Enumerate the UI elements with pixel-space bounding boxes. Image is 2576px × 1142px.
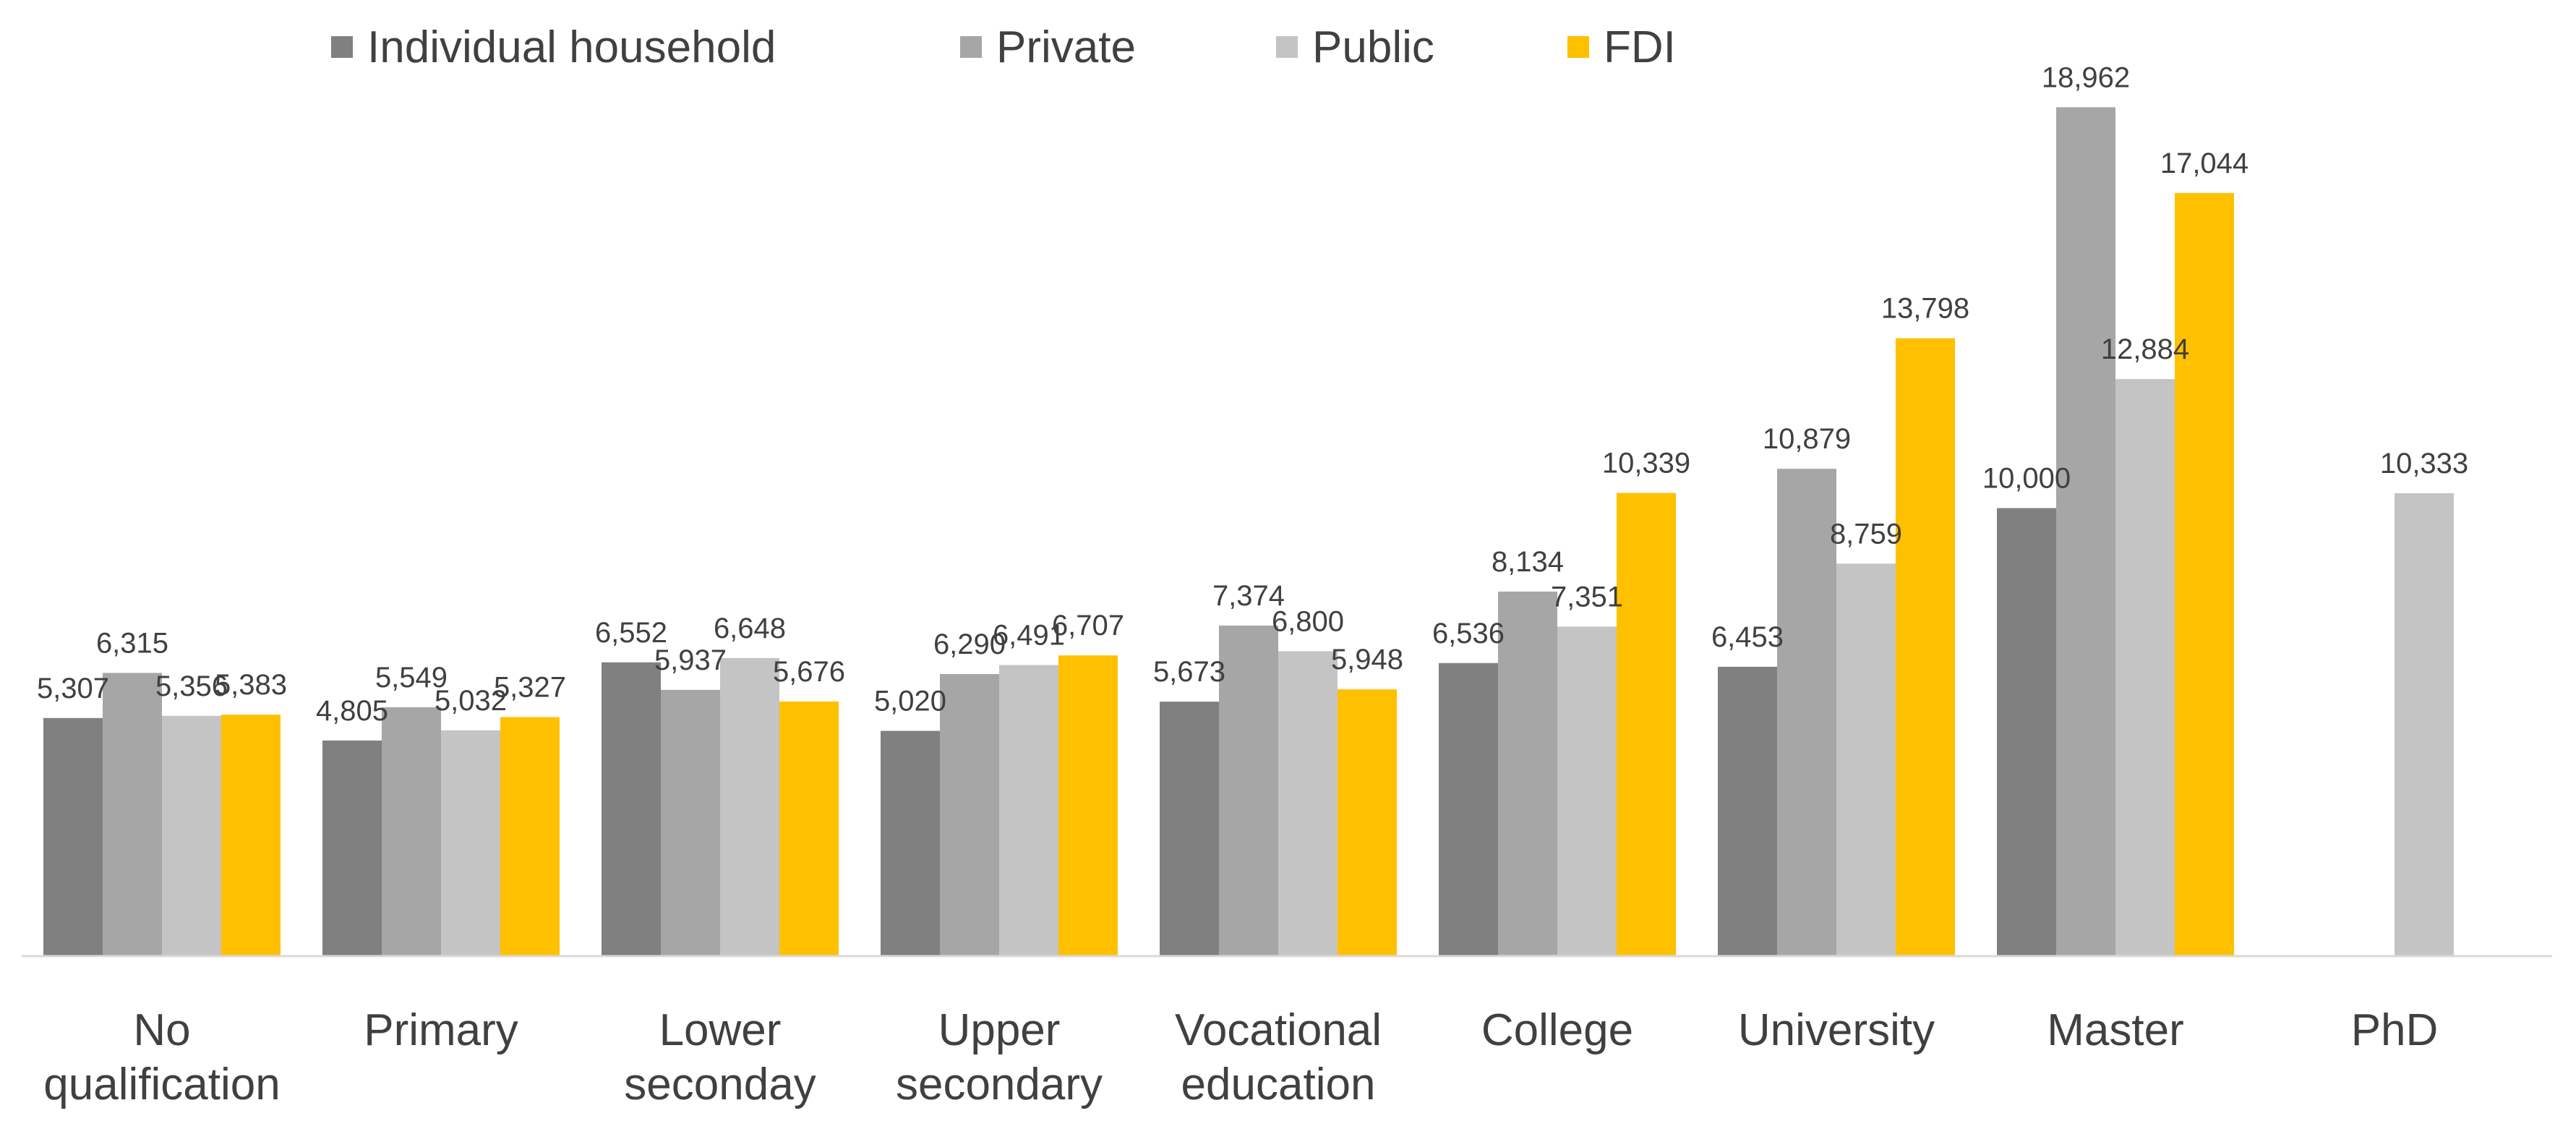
data-label-private-master: 18,962 xyxy=(2042,61,2130,93)
data-label-public-no-qualification: 5,356 xyxy=(155,670,228,702)
data-label-individual-household-university: 6,453 xyxy=(1711,621,1784,653)
category-label-vocational-education: Vocational education xyxy=(1175,1005,1382,1109)
data-label-public-master: 12,884 xyxy=(2101,333,2189,365)
category-label-master: Master xyxy=(2047,1005,2183,1055)
data-label-individual-household-upper-secondary: 5,020 xyxy=(874,686,946,717)
legend-item-public: Public xyxy=(1276,22,1434,72)
legend-label-private: Private xyxy=(996,22,1136,72)
data-label-individual-household-no-qualification: 5,307 xyxy=(37,673,109,704)
bar-public-phd xyxy=(2395,493,2454,955)
bar-fdi-master xyxy=(2175,192,2234,955)
data-label-individual-household-primary: 4,805 xyxy=(316,695,388,727)
data-label-individual-household-college: 6,536 xyxy=(1432,618,1505,649)
data-label-public-lower-seconday: 6,648 xyxy=(714,613,786,644)
bar-private-primary xyxy=(382,707,441,955)
category-label-phd: PhD xyxy=(2351,1005,2439,1055)
legend: Individual household Private Public FDI xyxy=(331,22,1676,72)
bar-individual-household-no-qualification xyxy=(43,717,103,955)
bar-public-upper-secondary xyxy=(999,665,1058,955)
data-label-fdi-university: 13,798 xyxy=(1881,293,1969,325)
bar-individual-household-lower-seconday xyxy=(602,662,661,955)
data-label-public-upper-secondary: 6,491 xyxy=(993,620,1065,652)
legend-item-fdi: FDI xyxy=(1567,22,1676,72)
category-label-university: University xyxy=(1738,1005,1935,1055)
data-label-private-vocational-education: 7,374 xyxy=(1212,580,1285,612)
bar-public-master xyxy=(2115,379,2175,955)
data-label-fdi-lower-seconday: 5,676 xyxy=(773,656,845,688)
legend-item-individual-household: Individual household xyxy=(331,22,776,72)
data-label-fdi-primary: 5,327 xyxy=(494,672,566,704)
bars-group xyxy=(43,107,2454,956)
bar-fdi-lower-seconday xyxy=(779,701,839,955)
data-label-public-primary: 5,032 xyxy=(435,685,507,717)
category-labels-group: No qualification Primary Lower seconday Upper… xyxy=(43,1005,2438,1109)
legend-label-public: Public xyxy=(1312,22,1434,72)
bar-private-university xyxy=(1777,469,1836,955)
data-label-individual-household-lower-seconday: 6,552 xyxy=(595,617,667,649)
bar-private-vocational-education xyxy=(1219,625,1278,955)
data-label-private-primary: 5,549 xyxy=(375,662,448,694)
bar-public-primary xyxy=(441,730,500,955)
category-label-lower-seconday: Lower seconday xyxy=(624,1005,816,1109)
legend-label-individual-household: Individual household xyxy=(367,22,776,72)
bar-public-lower-seconday xyxy=(720,657,779,955)
bar-fdi-college xyxy=(1617,493,1676,955)
data-label-public-vocational-education: 6,800 xyxy=(1272,605,1344,637)
bar-public-college xyxy=(1557,626,1617,955)
bar-private-upper-secondary xyxy=(940,673,999,955)
bar-fdi-primary xyxy=(500,717,560,955)
data-label-fdi-no-qualification: 5,383 xyxy=(215,669,287,701)
data-label-individual-household-vocational-education: 5,673 xyxy=(1153,656,1225,688)
data-label-individual-household-master: 10,000 xyxy=(1982,463,2071,495)
category-label-college: College xyxy=(1481,1005,1633,1055)
legend-item-private: Private xyxy=(960,22,1136,72)
data-label-private-no-qualification: 6,315 xyxy=(96,627,168,659)
data-label-private-university: 10,879 xyxy=(1763,423,1851,455)
data-label-public-college: 7,351 xyxy=(1551,581,1623,613)
data-label-private-lower-seconday: 5,937 xyxy=(654,644,727,676)
bar-individual-household-upper-secondary xyxy=(881,730,940,955)
data-label-public-university: 8,759 xyxy=(1830,518,1902,550)
bar-individual-household-master xyxy=(1997,508,2056,955)
category-label-upper-secondary: Upper secondary xyxy=(896,1005,1103,1109)
data-label-private-college: 8,134 xyxy=(1492,546,1564,578)
bar-public-vocational-education xyxy=(1278,651,1338,955)
legend-swatch-fdi xyxy=(1567,36,1589,58)
bar-individual-household-primary xyxy=(322,740,382,955)
bar-fdi-university xyxy=(1896,338,1955,956)
bar-fdi-vocational-education xyxy=(1338,689,1397,955)
bar-private-lower-seconday xyxy=(661,689,720,955)
bar-individual-household-university xyxy=(1718,666,1777,955)
data-label-fdi-vocational-education: 5,948 xyxy=(1331,644,1403,676)
legend-label-fdi: FDI xyxy=(1604,22,1676,72)
bar-public-university xyxy=(1836,563,1896,955)
bar-public-no-qualification xyxy=(162,715,221,955)
data-label-public-phd: 10,333 xyxy=(2380,448,2468,480)
bar-individual-household-vocational-education xyxy=(1160,702,1219,955)
bar-private-college xyxy=(1498,591,1557,955)
data-label-private-upper-secondary: 6,290 xyxy=(933,628,1006,660)
data-label-fdi-master: 17,044 xyxy=(2160,148,2248,179)
data-label-fdi-college: 10,339 xyxy=(1602,448,1690,480)
legend-swatch-private xyxy=(960,36,982,58)
data-label-fdi-upper-secondary: 6,707 xyxy=(1052,610,1124,642)
bar-individual-household-college xyxy=(1439,662,1498,955)
legend-swatch-individual-household xyxy=(331,36,353,58)
bar-fdi-upper-secondary xyxy=(1058,655,1118,955)
category-label-primary: Primary xyxy=(364,1005,518,1055)
bar-private-no-qualification xyxy=(103,673,162,955)
bar-fdi-no-qualification xyxy=(221,715,281,955)
category-label-no-qualification: No qualification xyxy=(43,1005,280,1109)
bar-private-master xyxy=(2056,107,2115,956)
legend-swatch-public xyxy=(1276,36,1298,58)
